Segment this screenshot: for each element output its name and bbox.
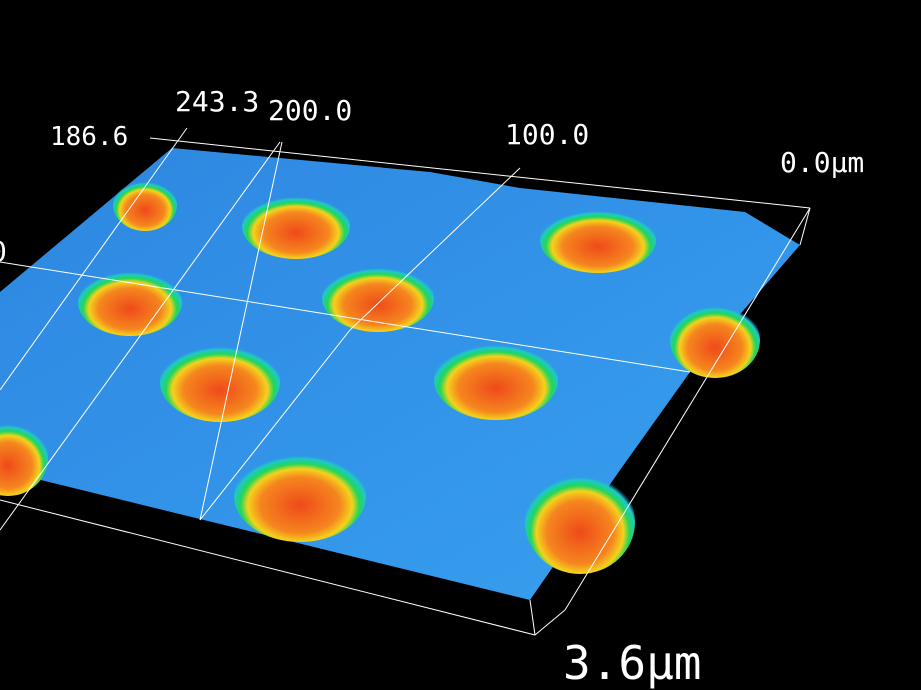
- pit: [234, 450, 366, 542]
- pit: [160, 342, 280, 422]
- pit: [670, 302, 760, 378]
- pits: [0, 179, 760, 574]
- axis-label-x-max: 243.3: [175, 85, 260, 118]
- axis-label-height: 3.6µm: [563, 636, 702, 690]
- axis-label-y-cut: 0: [0, 238, 7, 266]
- pit: [540, 207, 656, 273]
- pit: [78, 268, 182, 336]
- grid-lines: [0, 127, 811, 636]
- axis-label-x-200: 200.0: [268, 94, 353, 127]
- pit: [525, 470, 635, 574]
- axis-label-x-100: 100.0: [505, 118, 590, 151]
- pit: [113, 179, 177, 231]
- axis-label-y-max: 186.6: [50, 122, 129, 152]
- pit: [434, 340, 558, 420]
- pit: [242, 193, 350, 259]
- pit: [0, 420, 48, 496]
- axis-label-origin: 0.0µm: [780, 146, 865, 179]
- pit: [322, 264, 434, 332]
